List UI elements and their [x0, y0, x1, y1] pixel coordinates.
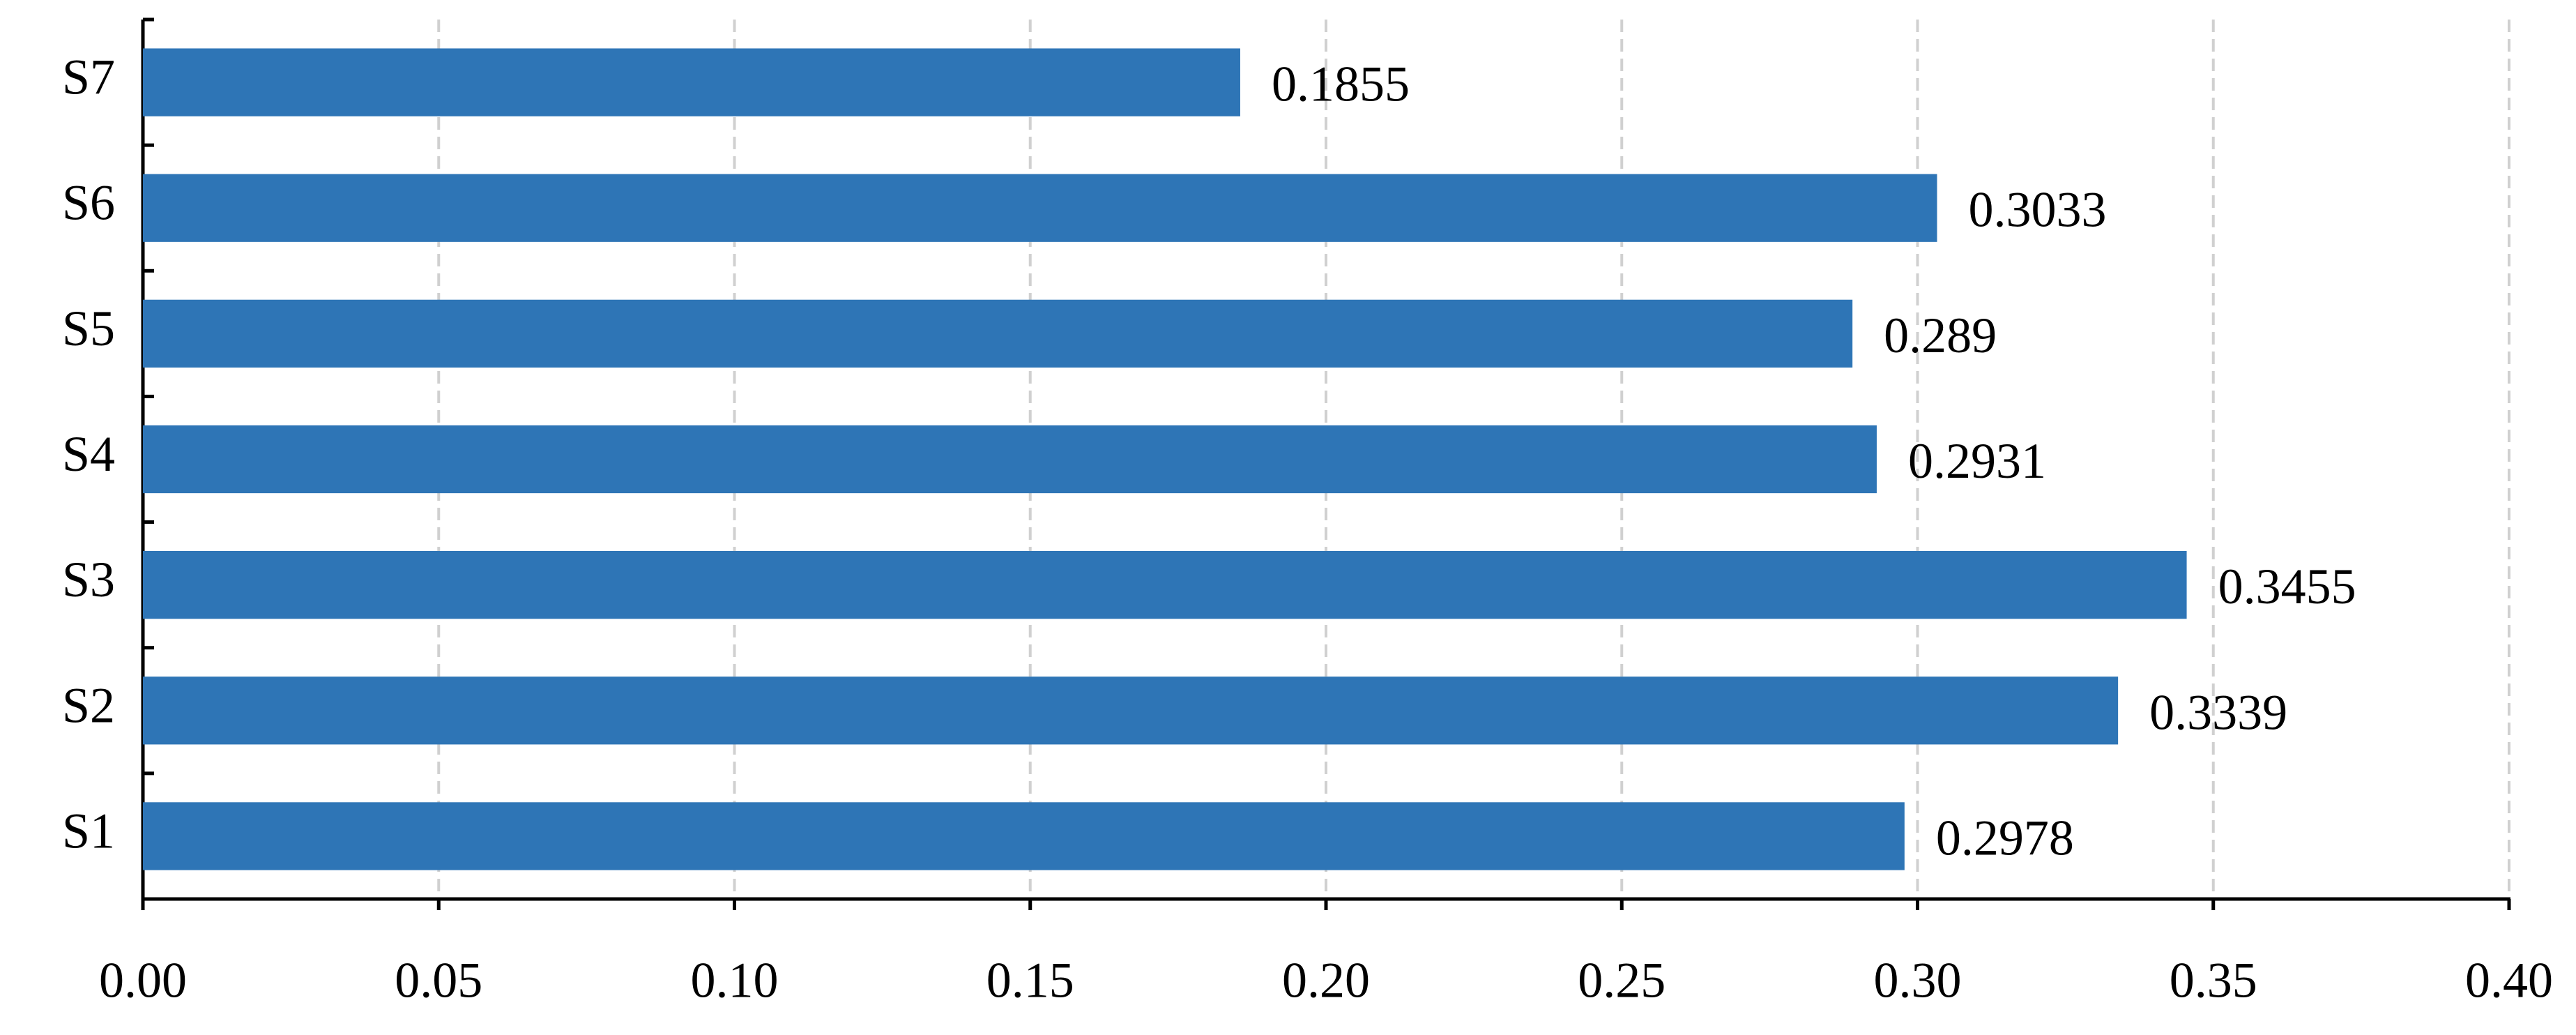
bar [143, 48, 1240, 116]
x-tick-label: 0.10 [691, 953, 779, 1008]
bar [143, 802, 1905, 870]
value-label: 0.3339 [2149, 684, 2287, 740]
x-tick-label: 0.00 [99, 953, 187, 1008]
value-label: 0.289 [1884, 308, 1997, 363]
y-tick-label: S5 [62, 301, 115, 356]
value-label: 0.3033 [1969, 182, 2107, 238]
value-label: 0.1855 [1272, 56, 1410, 112]
bar [143, 299, 1853, 368]
y-tick-label: S4 [62, 426, 115, 482]
y-tick-label: S6 [62, 175, 115, 231]
y-tick-label: S7 [62, 50, 115, 105]
x-tick-label: 0.40 [2465, 953, 2553, 1008]
value-label: 0.3455 [2218, 559, 2356, 614]
x-tick-label: 0.35 [2170, 953, 2257, 1008]
y-tick-label: S1 [62, 803, 115, 859]
value-label: 0.2978 [1936, 810, 2074, 866]
x-tick-label: 0.05 [395, 953, 482, 1008]
x-tick-label: 0.30 [1874, 953, 1962, 1008]
x-tick-label: 0.20 [1282, 953, 1370, 1008]
bar [143, 551, 2187, 619]
y-tick-label: S3 [62, 552, 115, 607]
y-tick-label: S2 [62, 677, 115, 733]
value-label: 0.2931 [1908, 433, 2046, 489]
bar [143, 425, 1877, 494]
x-tick-label: 0.25 [1578, 953, 1666, 1008]
x-tick-label: 0.15 [986, 953, 1074, 1008]
bar [143, 174, 1937, 242]
bar [143, 677, 2119, 745]
